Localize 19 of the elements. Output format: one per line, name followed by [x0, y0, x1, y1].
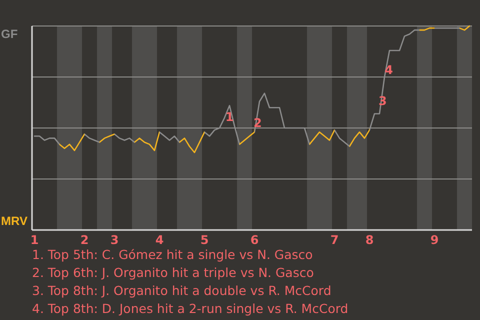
x-tick-label: 6	[250, 233, 259, 247]
text: 2. Top 6th: J. Organito hit a triple vs N. Gasco	[32, 265, 314, 280]
text: 1. Top 5th: C. Gómez hit a single vs N. Gasco	[32, 247, 313, 262]
text: 4. Top 8th: D. Jones hit a 2-run single vs R. McCord	[32, 301, 348, 316]
text: 3. Top 8th: J. Organito hit a double vs R. McCord	[32, 283, 332, 298]
annotation: 4	[384, 63, 394, 78]
x-tick-label: 2	[80, 233, 89, 247]
annotation: 2	[254, 116, 262, 130]
x-tick-label: 9	[430, 233, 439, 247]
x-tick-label: 8	[365, 233, 374, 247]
x-tick-label: 7	[330, 233, 339, 247]
x-tick-label: 5	[200, 233, 209, 247]
text: GF	[1, 27, 18, 41]
text: MRV	[1, 214, 28, 228]
x-tick-label: 4	[155, 233, 164, 247]
x-tick-label: 3	[110, 233, 119, 247]
annotation: 3	[378, 94, 387, 108]
annotation: 1	[225, 110, 234, 124]
x-tick-label: 1	[30, 233, 39, 247]
